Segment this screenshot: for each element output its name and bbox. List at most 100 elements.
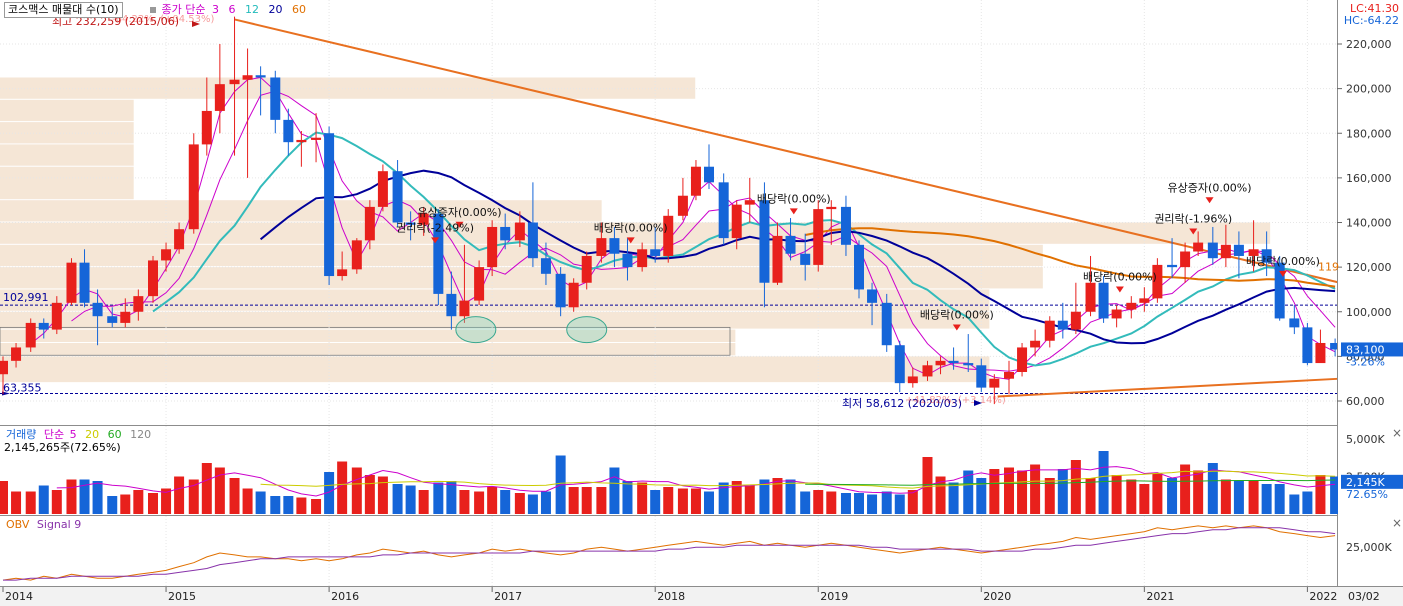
panel-close-icon: × [1392,426,1402,440]
candle-body [1098,282,1109,319]
current-price-label: 83,100 [1346,343,1385,356]
ma-period-12: 12 [244,3,259,16]
volume-bar [1233,481,1244,514]
candle-body [229,79,240,85]
price-tick-label: 180,000 [1346,127,1392,140]
volume-bar [324,472,335,514]
volume-bar [1004,467,1015,514]
volume-bar [690,488,701,514]
price-tick-label: 100,000 [1346,306,1392,319]
volume-profile-bar [0,77,696,99]
volume-bar [663,487,674,514]
volume-ma-line [805,479,1336,486]
candle-body [718,182,729,239]
volume-ma-20: 20 [85,428,100,441]
candle-body [704,166,715,183]
ma-legend[interactable]: 종가 단순 3 6 12 20 60 [150,3,306,16]
candle [311,113,322,163]
volume-bar [446,481,457,514]
candle [174,222,185,254]
candle-body [324,133,335,277]
candle-body [1220,244,1231,259]
candle-body [840,206,851,245]
candle-body [296,139,307,143]
candle [351,238,362,274]
trendlines [234,18,1341,398]
x-tick-label: 2019 [820,590,848,603]
candle-body [1180,251,1191,268]
volume-bar [1180,464,1191,514]
high-arrow-icon [192,21,200,27]
candle-body [744,200,755,205]
candle-body [364,206,375,241]
event-arrow-icon [1278,270,1287,277]
corner-hc: HC:-64.22 [1343,14,1399,27]
volume-bar [1248,481,1259,514]
candle [1180,242,1191,283]
candle [1098,276,1109,323]
candles [0,16,1341,405]
candle-body [690,166,701,196]
volume-bar [785,479,796,514]
volume-bar [229,478,240,514]
volume-bars [0,451,1341,514]
volume-bar [540,491,551,514]
candle-body [1057,320,1068,330]
volume-bar [1152,473,1163,514]
volume-bar [311,499,322,514]
candle-body [1233,244,1244,256]
candle [1261,231,1272,277]
volume-bar [474,491,485,514]
volume-bar [296,497,307,514]
current-change-label: -3.26% [1346,355,1385,368]
volume-bar [201,463,212,514]
candle-body [459,300,470,317]
event-arrow-icon [1189,228,1198,235]
candle [474,260,485,306]
volume-bar [188,479,199,514]
obv-legend[interactable]: OBV Signal 9 [6,518,81,531]
reference-level-label-1: 102,991 [3,291,49,304]
x-tick-label: 2021 [1146,590,1174,603]
stock-title[interactable]: 코스맥스 매물대 수(10) [8,3,119,16]
volume-bar [1193,470,1204,514]
volume-bar [948,482,959,514]
chart-legend[interactable]: 코스맥스 매물대 수(10) [4,2,123,18]
volume-bar [976,478,987,514]
candle [1017,342,1028,377]
volume-bar [1139,484,1150,514]
candle [650,226,661,263]
candle-body [1126,302,1137,310]
volume-bar [1044,478,1055,514]
event-arrow-icon [952,324,961,331]
volume-legend[interactable]: 거래량 단순 5 20 60 120 [6,428,151,441]
candle-body [148,260,159,297]
volume-ma-line [56,466,1336,497]
volume-bar [840,493,851,514]
candle-body [25,322,36,348]
volume-current-pct: 72.65% [1346,488,1388,501]
candle [1302,322,1313,366]
candle [433,209,444,306]
candle-body [867,289,878,303]
candle-body [976,365,987,388]
candle-body [255,75,266,78]
candle [1139,287,1150,312]
candle-body [963,363,974,366]
volume-bar [364,475,375,514]
candle [1111,305,1122,328]
volume-bar [1261,484,1272,514]
candle [609,226,620,268]
candle [677,177,688,221]
candle [161,242,172,272]
candle-body [854,244,865,290]
trendline[interactable] [997,377,1341,398]
candle [188,133,199,234]
candle-body [637,249,648,268]
candle [255,66,266,116]
trendline[interactable] [234,18,1341,284]
ma60-value-label: 119 [1318,260,1339,273]
candle-body [907,376,918,384]
volume-bar [392,484,403,514]
